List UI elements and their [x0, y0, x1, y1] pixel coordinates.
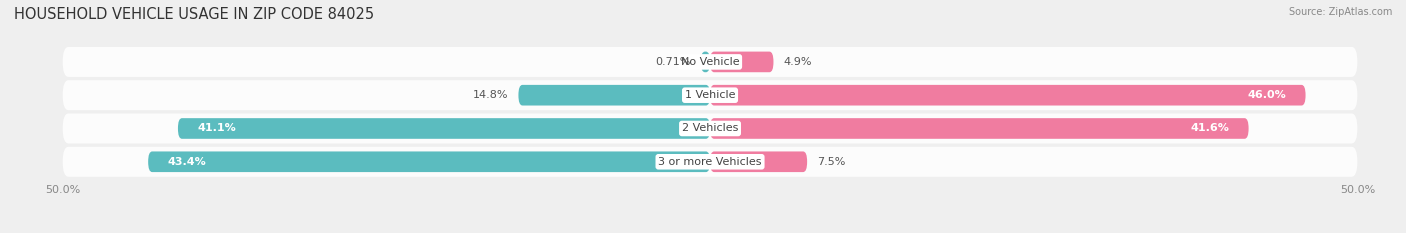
FancyBboxPatch shape — [710, 151, 807, 172]
FancyBboxPatch shape — [63, 47, 1357, 77]
FancyBboxPatch shape — [519, 85, 710, 106]
Text: 43.4%: 43.4% — [167, 157, 207, 167]
Text: 1 Vehicle: 1 Vehicle — [685, 90, 735, 100]
Text: 3 or more Vehicles: 3 or more Vehicles — [658, 157, 762, 167]
Text: 7.5%: 7.5% — [817, 157, 846, 167]
Text: 4.9%: 4.9% — [783, 57, 813, 67]
FancyBboxPatch shape — [710, 118, 1249, 139]
Text: 2 Vehicles: 2 Vehicles — [682, 123, 738, 134]
FancyBboxPatch shape — [179, 118, 710, 139]
FancyBboxPatch shape — [63, 113, 1357, 144]
FancyBboxPatch shape — [710, 85, 1306, 106]
Text: 41.6%: 41.6% — [1191, 123, 1229, 134]
Text: Source: ZipAtlas.com: Source: ZipAtlas.com — [1288, 7, 1392, 17]
FancyBboxPatch shape — [63, 80, 1357, 110]
Text: No Vehicle: No Vehicle — [681, 57, 740, 67]
Text: 46.0%: 46.0% — [1247, 90, 1286, 100]
Text: 14.8%: 14.8% — [472, 90, 508, 100]
Text: HOUSEHOLD VEHICLE USAGE IN ZIP CODE 84025: HOUSEHOLD VEHICLE USAGE IN ZIP CODE 8402… — [14, 7, 374, 22]
FancyBboxPatch shape — [700, 51, 710, 72]
Text: 41.1%: 41.1% — [197, 123, 236, 134]
FancyBboxPatch shape — [63, 147, 1357, 177]
Text: 0.71%: 0.71% — [655, 57, 690, 67]
FancyBboxPatch shape — [148, 151, 710, 172]
FancyBboxPatch shape — [710, 51, 773, 72]
